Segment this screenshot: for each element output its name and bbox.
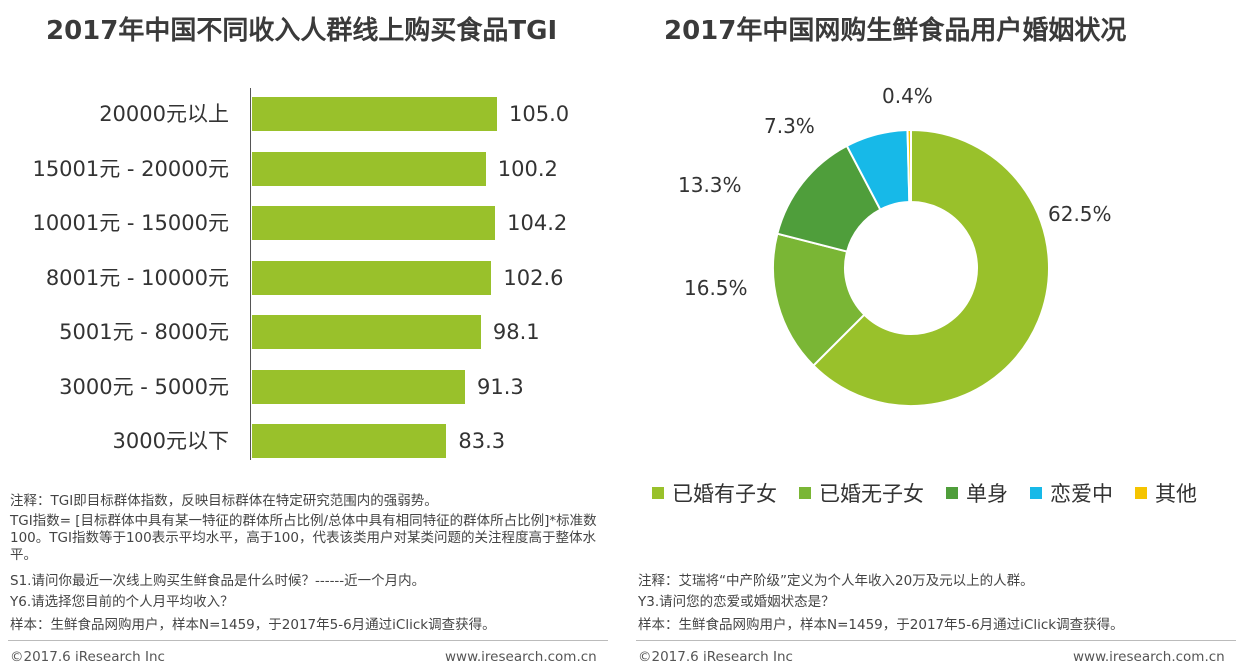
donut-slice-label: 13.3% (678, 173, 742, 197)
footer-rule-left (8, 640, 608, 641)
bar-value-label: 102.6 (503, 265, 564, 290)
legend-item: 恋爱中 (1030, 478, 1113, 508)
bar-category-label: 3000元以下 (112, 429, 229, 453)
footer-url-right: www.iresearch.com.cn (1073, 649, 1225, 665)
donut-slice (812, 128, 1050, 407)
donut-legend: 已婚有子女 已婚无子女 单身 恋爱中 其他 (652, 478, 1197, 508)
footer-url-left: www.iresearch.com.cn (445, 649, 597, 665)
legend-label: 已婚无子女 (819, 482, 924, 506)
bar-value-label: 105.0 (509, 102, 570, 126)
legend-label: 已婚有子女 (672, 482, 777, 506)
note-left-s1: S1.请问你最近一次线上购买生鲜食品是什么时候？------近一个月内。 (10, 573, 426, 589)
bar (252, 97, 497, 131)
note-right-y3: Y3.请问您的恋爱或婚姻状态是？ (638, 594, 835, 610)
bar (252, 151, 486, 186)
bar (252, 206, 496, 240)
note-left-sample: 样本：生鲜食品网购用户，样本N=1459，于2017年5-6月通过iClick调… (10, 617, 496, 633)
legend-label: 恋爱中 (1050, 482, 1113, 506)
bar-chart-title: 2017年中国不同收入人群线上购买食品TGI (46, 16, 558, 46)
bar (252, 260, 492, 295)
legend-label: 其他 (1155, 482, 1197, 506)
bar (252, 315, 481, 349)
bar-category-label: 5001元 - 8000元 (59, 320, 229, 344)
legend-label: 单身 (966, 482, 1008, 506)
bar-value-label: 100.2 (497, 156, 558, 181)
bar-chart-axis (250, 88, 251, 460)
bar-value-label: 98.1 (492, 320, 540, 344)
note-left-tgi-formula: TGI指数= [目标群体中具有某一特征的群体所占比例/总体中具有相同特征的群体所… (10, 513, 597, 563)
note-left-y6: Y6.请选择您目前的个人月平均收入？ (10, 594, 234, 610)
bar-value-label: 104.2 (507, 211, 568, 235)
bar-value-label: 91.3 (477, 374, 524, 399)
donut-slice (906, 128, 912, 204)
legend-item: 已婚无子女 (799, 478, 924, 508)
note-right-definition: 注释：艾瑞将“中产阶级”定义为个人年收入20万及元以上的人群。 (638, 573, 1034, 589)
bar-category-label: 20000元以上 (99, 102, 229, 126)
donut-slice-label: 7.3% (764, 114, 815, 138)
legend-swatch (799, 487, 811, 499)
bar (252, 369, 466, 404)
legend-swatch (1030, 487, 1042, 499)
bar-category-label: 8001元 - 10000元 (45, 265, 229, 290)
legend-swatch (1135, 487, 1147, 499)
note-left-tgi-def: 注释：TGI即目标群体指数，反映目标群体在特定研究范围内的强弱势。 (10, 493, 438, 509)
bar-category-label: 10001元 - 15000元 (32, 211, 229, 235)
footer-rule-right (636, 640, 1236, 641)
bar-category-label: 15001元 - 20000元 (32, 156, 229, 181)
legend-item: 其他 (1135, 478, 1197, 508)
legend-item: 单身 (946, 478, 1008, 508)
bar (252, 424, 447, 458)
footer-copyright-left: ©2017.6 iResearch Inc (10, 649, 165, 665)
bar-category-label: 3000元 - 5000元 (59, 374, 229, 399)
legend-swatch (652, 487, 664, 499)
donut-chart-title: 2017年中国网购生鲜食品用户婚姻状况 (664, 16, 1127, 46)
donut-slice-label: 62.5% (1048, 202, 1112, 226)
donut-slice-label: 16.5% (684, 276, 748, 300)
legend-item: 已婚有子女 (652, 478, 777, 508)
legend-swatch (946, 487, 958, 499)
bar-value-label: 83.3 (458, 429, 506, 453)
note-right-sample: 样本：生鲜食品网购用户，样本N=1459，于2017年5-6月通过iClick调… (638, 617, 1124, 633)
footer-copyright-right: ©2017.6 iResearch Inc (638, 649, 793, 665)
donut-slice-label: 0.4% (882, 84, 933, 108)
